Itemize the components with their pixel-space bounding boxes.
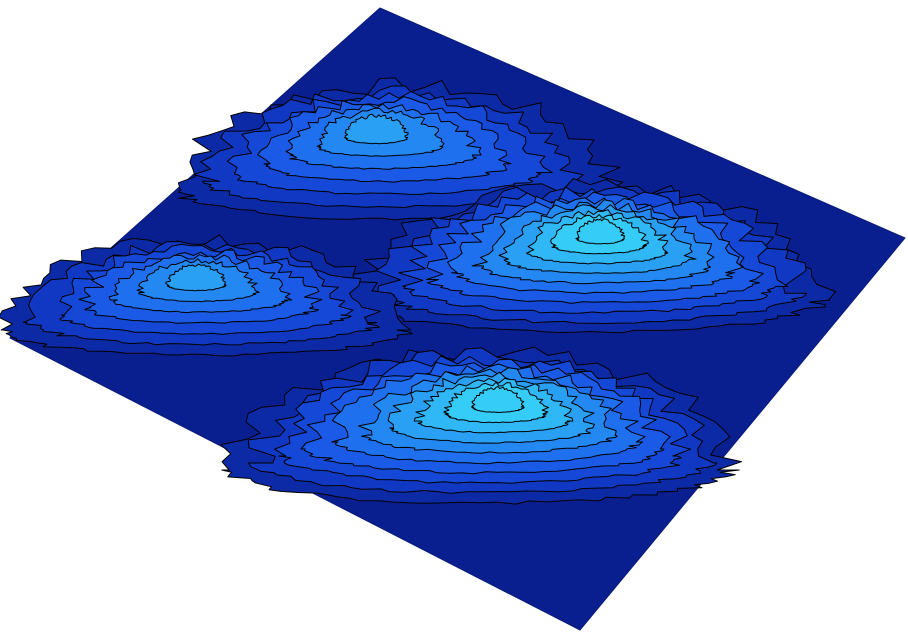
peak-front-left — [0, 234, 413, 357]
peak-back-left — [177, 77, 624, 221]
peak-back-right — [342, 178, 837, 334]
peak-back-right-contour-level-10 — [575, 218, 626, 245]
peak-back-left-contour-level-7 — [344, 113, 409, 145]
peaks-layer — [0, 77, 837, 505]
peak-front-right — [220, 346, 742, 505]
peak-front-left-contour-level-7 — [165, 263, 227, 292]
peak-front-right-contour-level-10 — [471, 386, 525, 413]
